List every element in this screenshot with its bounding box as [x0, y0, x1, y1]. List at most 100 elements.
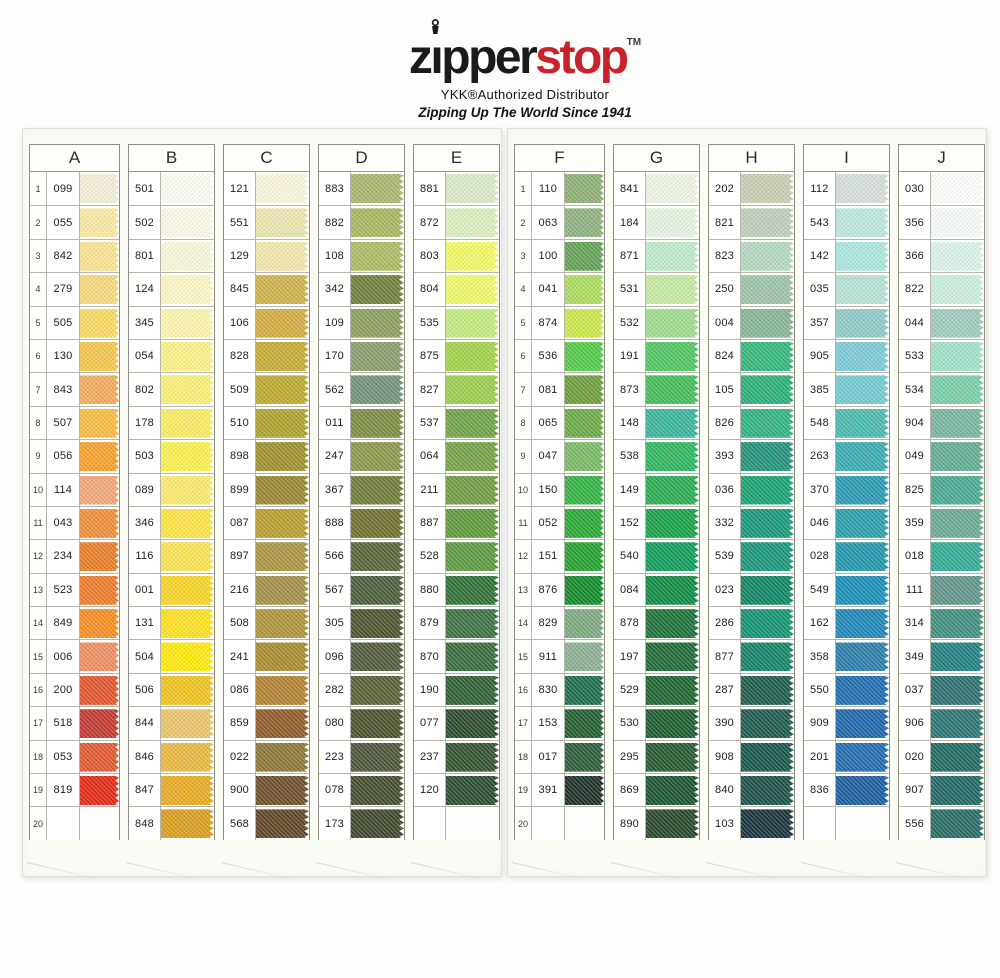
swatch-cell [646, 239, 699, 273]
swatch-cell [565, 807, 604, 840]
zipper-swatch [446, 709, 499, 739]
zipper-swatch [741, 675, 794, 705]
zipper-swatch [741, 174, 794, 203]
swatch-cell [80, 373, 119, 406]
color-code [414, 807, 446, 840]
swatch-cell [446, 807, 499, 840]
color-column-I: I 112 543 142 035 357 905 385 548 263 370 046 028 549… [803, 144, 890, 840]
color-row: 356 [899, 205, 984, 239]
color-row: 393 [709, 439, 794, 473]
color-row: 15 911 [515, 639, 604, 673]
swatch-cell [80, 540, 119, 573]
row-number: 17 [515, 707, 532, 740]
color-row: 877 [709, 639, 794, 673]
color-row: 846 [129, 739, 214, 774]
color-row: 035 [804, 272, 889, 306]
zipper-swatch [80, 475, 119, 505]
color-row: 080 [319, 706, 404, 740]
color-row: 20 [30, 806, 119, 840]
swatch-cell [741, 540, 794, 573]
color-code: 875 [414, 339, 446, 373]
color-code: 505 [47, 306, 80, 339]
zipper-swatch [446, 776, 499, 806]
zipper-swatch [646, 709, 699, 739]
color-row: 237 [414, 739, 499, 774]
zipper-swatch [351, 408, 404, 438]
color-code: 131 [129, 607, 161, 640]
zipper-swatch [161, 742, 214, 772]
swatch-cell [836, 339, 889, 373]
color-row: 216 [224, 572, 309, 607]
color-code: 828 [224, 339, 256, 373]
color-row: 2 055 [30, 205, 119, 239]
swatch-cell [256, 640, 309, 673]
zipper-swatch [80, 375, 119, 405]
zipper-swatch [931, 642, 984, 672]
color-code: 052 [532, 506, 565, 540]
swatch-cell [256, 540, 309, 573]
color-row: 898 [224, 439, 309, 473]
swatch-cell [741, 707, 794, 740]
row-number: 11 [30, 506, 47, 540]
row-number: 15 [30, 640, 47, 673]
swatch-cell [646, 373, 699, 406]
zipper-swatch [565, 375, 604, 405]
zipper-swatch [446, 408, 499, 438]
zipper-swatch [836, 575, 889, 605]
swatch-cell [741, 339, 794, 373]
zipper-swatch [80, 642, 119, 672]
zipper-swatch [256, 542, 309, 572]
swatch-cell [256, 339, 309, 373]
color-code: 840 [709, 774, 741, 807]
color-code: 120 [414, 774, 446, 807]
color-row: 241 [224, 639, 309, 673]
zipper-swatch [646, 174, 699, 203]
color-row: 871 [614, 238, 699, 273]
color-code: 530 [614, 707, 646, 740]
swatch-cell [80, 506, 119, 540]
zipper-swatch [80, 241, 119, 271]
color-code: 533 [899, 339, 931, 373]
zipper-swatch [80, 609, 119, 639]
column-rows: 1 110 2 063 3 100 4 041 5 874 6 536 7 081 8 065 9 047 10 15… [515, 172, 604, 840]
swatch-cell [446, 406, 499, 440]
zipper-swatch [161, 408, 214, 438]
color-row: 880 [414, 572, 499, 607]
swatch-cell [161, 607, 214, 640]
color-row: 162 [804, 606, 889, 640]
color-code: 883 [319, 172, 351, 206]
zipper-swatch [161, 208, 214, 238]
column-letter: E [414, 145, 499, 172]
color-row: 568 [224, 806, 309, 840]
zipper-swatch [931, 241, 984, 271]
zipper-swatch [931, 275, 984, 305]
color-row: 103 [709, 806, 794, 840]
swatch-cell [161, 373, 214, 406]
swatch-cell [741, 273, 794, 306]
color-code: 314 [899, 607, 931, 640]
zipper-swatch [565, 709, 604, 739]
color-column-J: J 030 356 366 822 044 533 534 904 049 825 359 018 111… [898, 144, 985, 840]
color-code: 170 [319, 339, 351, 373]
color-code: 821 [709, 206, 741, 239]
swatch-cell [931, 607, 984, 640]
swatch-cell [836, 239, 889, 273]
color-code: 111 [899, 573, 931, 607]
color-row: 077 [414, 706, 499, 740]
color-row: 562 [319, 372, 404, 406]
color-code: 108 [319, 239, 351, 273]
zipper-swatch [741, 308, 794, 338]
color-row: 018 [899, 539, 984, 573]
color-code: 523 [47, 573, 80, 607]
swatch-cell [836, 774, 889, 807]
swatch-cell [80, 339, 119, 373]
color-code: 825 [899, 473, 931, 506]
color-row: 112 [804, 172, 889, 206]
swatch-cell [161, 473, 214, 506]
zipper-swatch [80, 341, 119, 371]
column-rows: 501 502 801 124 345 054 802 178 503 089 346 116 001 1… [129, 172, 214, 840]
color-code: 129 [224, 239, 256, 273]
zipper-swatch [741, 341, 794, 371]
color-code: 819 [47, 774, 80, 807]
zipper-swatch [931, 508, 984, 538]
